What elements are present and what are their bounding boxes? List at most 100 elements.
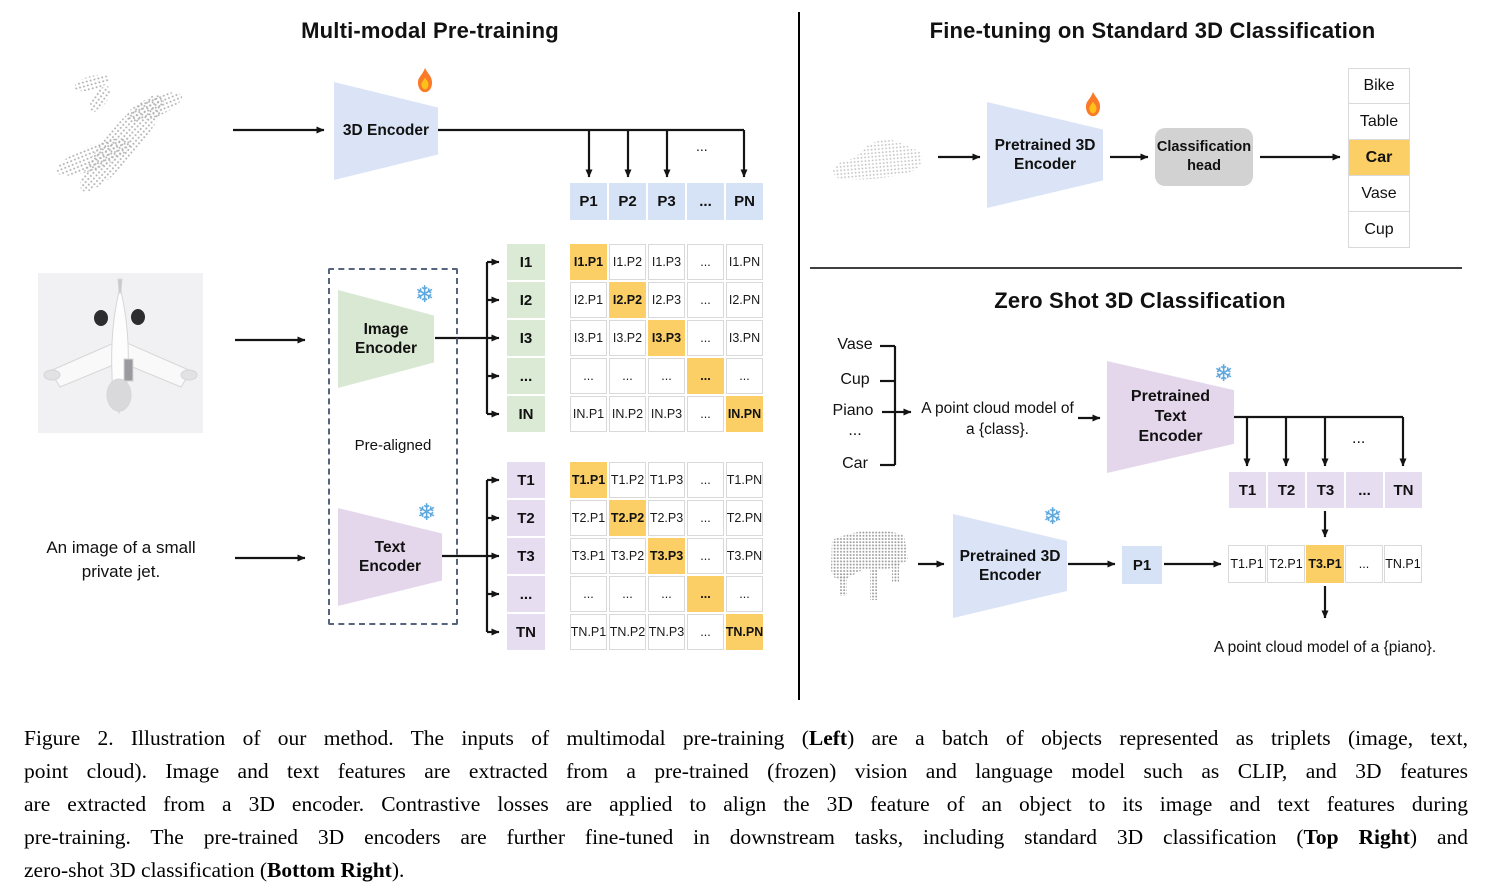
caption-line: zero-shot 3D classification (Bottom Righ… (24, 858, 405, 882)
matrix-cell: IN.PN (726, 396, 763, 432)
matrix-cell: ... (687, 282, 724, 318)
image-encoder-label: Image Encoder (354, 320, 417, 357)
matrix-cell: I3.P1 (570, 320, 607, 356)
text-encoder-label: Text Encoder (358, 538, 421, 575)
caption-line: pre-training. The pre-trained 3D encoder… (24, 825, 1468, 849)
matrix-cell: T3.P3 (648, 538, 685, 574)
zeroshot-result-text: A point cloud model of a {piano}. (1213, 639, 1437, 656)
matrix-cell: I1.P2 (609, 244, 646, 280)
matrix-cell: T2.PN (726, 500, 763, 536)
t-cell: T3 (507, 538, 545, 574)
i-cell: I1 (507, 244, 545, 280)
snowflake-icon: ❄ (415, 281, 435, 307)
p-cell: P2 (609, 183, 646, 220)
matrix-cell: T1.P1 (570, 462, 607, 498)
p1-feature-cell: P1 (1122, 546, 1162, 584)
snowflake-icon: ❄ (417, 499, 437, 525)
zeroshot-t-row: T1 T2 T3... TN (1229, 472, 1422, 508)
pre-aligned-box (328, 268, 458, 625)
matrix-cell: ... (648, 576, 685, 612)
matrix-cell: T1.P3 (648, 462, 685, 498)
pre-aligned-label: Pre-aligned (354, 437, 432, 454)
caption-line: are extracted from a 3D encoder. Contras… (24, 792, 1468, 816)
matrix-cell: I3.P3 (648, 320, 685, 356)
matrix-cell: ... (570, 576, 607, 612)
class-cell: Table (1348, 103, 1410, 140)
i-cell: I3 (507, 320, 545, 356)
snowflake-icon: ❄ (1214, 360, 1234, 386)
matrix-cell: ... (687, 538, 724, 574)
candidate-class-piano: Piano (832, 402, 874, 419)
matrix-cell: T1.PN (726, 462, 763, 498)
matrix-cell: ... (726, 358, 763, 394)
zeroshot-3d-encoder-label: Pretrained 3D Encoder (959, 547, 1061, 584)
class-cell: Cup (1348, 211, 1410, 248)
candidate-class-ellipsis: ... (848, 422, 862, 439)
caption-line: Figure 2. Illustration of our method. Th… (24, 726, 1468, 750)
similarity-cell: T3.P1 (1306, 545, 1344, 583)
jet-image (38, 273, 203, 433)
matrix-cell: I2.P3 (648, 282, 685, 318)
matrix-cell: T3.P2 (609, 538, 646, 574)
matrix-cell: ... (648, 358, 685, 394)
class-cell: Car (1348, 139, 1410, 176)
i-cell: I2 (507, 282, 545, 318)
similarity-cell: T1.P1 (1228, 545, 1266, 583)
fire-icon (1085, 91, 1101, 117)
matrix-cell: ... (687, 500, 724, 536)
matrix-cell: T3.PN (726, 538, 763, 574)
matrix-cell: T2.P1 (570, 500, 607, 536)
classification-head-block: Classification head (1155, 128, 1253, 186)
p-cell: P3 (648, 183, 685, 220)
pretraining-title: Multi-modal Pre-training (301, 18, 559, 43)
airplane-point-cloud (56, 74, 183, 192)
matrix-cell: ... (687, 244, 724, 280)
class-cell: Vase (1348, 175, 1410, 212)
t-cell: T1 (507, 462, 545, 498)
matrix-cell: ... (609, 576, 646, 612)
matrix-cell: I2.PN (726, 282, 763, 318)
p-feature-row: P1 P2 P3... PN (570, 183, 763, 220)
matrix-cell: ... (570, 358, 607, 394)
matrix-cell: I1.P3 (648, 244, 685, 280)
finetune-3d-encoder-label: Pretrained 3D Encoder (994, 136, 1096, 173)
p-cell: PN (726, 183, 763, 220)
matrix-cell: T3.P1 (570, 538, 607, 574)
zeroshot-3d-encoder-block: Pretrained 3D Encoder (953, 514, 1067, 618)
text-point-similarity-matrix: T1.P1 T1.P2 T1.P3... T1.PN T2.P1 T2.P2 T2.P3..… (570, 462, 763, 650)
matrix-cell: IN.P1 (570, 396, 607, 432)
matrix-cell: ... (726, 576, 763, 612)
matrix-cell: I2.P2 (609, 282, 646, 318)
similarity-cell: ... (1345, 545, 1383, 583)
t-cell: ... (507, 576, 545, 612)
p-cell: P1 (570, 183, 607, 220)
i-cell: ... (507, 358, 545, 394)
pretrained-text-encoder-label: Pretrained Text Encoder (1130, 388, 1211, 445)
class-cell: Bike (1348, 68, 1410, 104)
matrix-cell: ... (687, 614, 724, 650)
matrix-cell: T2.P2 (609, 500, 646, 536)
caption-line: point cloud). Image and text features ar… (24, 759, 1468, 783)
matrix-cell: I1.P1 (570, 244, 607, 280)
candidate-class-vase: Vase (837, 336, 873, 353)
3d-encoder-label: 3D Encoder (342, 122, 430, 140)
snowflake-icon: ❄ (1043, 503, 1063, 529)
matrix-cell: ... (687, 320, 724, 356)
piano-point-cloud (831, 530, 908, 600)
class-list: Bike Table Car Vase Cup (1348, 68, 1410, 248)
fire-icon (417, 67, 433, 93)
matrix-cell: T2.P3 (648, 500, 685, 536)
matrix-cell: I2.P1 (570, 282, 607, 318)
finetune-title: Fine-tuning on Standard 3D Classificatio… (929, 18, 1376, 43)
prompt-text: A point cloud model of a {class}. (921, 400, 1074, 438)
matrix-cell: TN.P1 (570, 614, 607, 650)
classification-head-label: Classification head (1156, 139, 1252, 174)
matrix-cell: IN.P2 (609, 396, 646, 432)
candidate-class-cup: Cup (840, 371, 870, 388)
t-cell: T2 (1268, 472, 1305, 508)
similarity-cell: TN.P1 (1384, 545, 1422, 583)
text-feature-column: T1 T2 T3... TN (507, 462, 545, 650)
image-point-similarity-matrix: I1.P1 I1.P2 I1.P3... I1.PN I2.P1 I2.P2 I2.P3..… (570, 244, 763, 432)
matrix-cell: ... (609, 358, 646, 394)
zeroshot-title: Zero Shot 3D Classification (994, 288, 1286, 313)
